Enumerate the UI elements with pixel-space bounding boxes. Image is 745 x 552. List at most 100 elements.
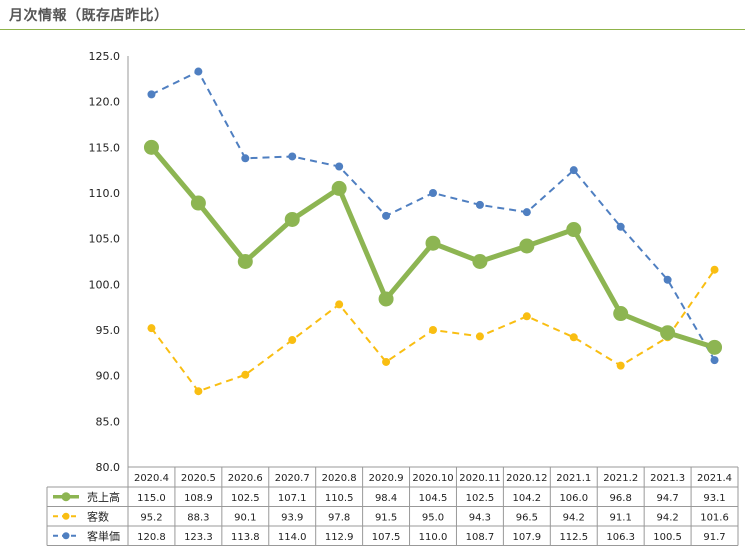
- data-point-unit_price: [288, 152, 297, 161]
- table-cell-unit_price: 113.8: [231, 532, 260, 543]
- table-cell-customers: 91.5: [375, 512, 397, 523]
- data-point-sales: [472, 254, 488, 269]
- data-point-unit_price: [616, 222, 625, 231]
- data-point-customers: [147, 324, 156, 333]
- data-point-customers: [382, 357, 391, 366]
- x-category-label: 2020.8: [322, 473, 357, 484]
- table-cell-customers: 101.6: [700, 512, 729, 523]
- table-cell-sales: 110.5: [325, 493, 354, 504]
- x-category-label: 2020.11: [459, 473, 500, 484]
- y-tick-label: 95.0: [96, 324, 121, 337]
- data-point-customers: [335, 300, 344, 309]
- table-cell-unit_price: 114.0: [278, 532, 307, 543]
- legend-label-sales: 売上高: [87, 490, 120, 504]
- table-cell-customers: 95.2: [140, 512, 162, 523]
- table-cell-unit_price: 112.5: [559, 532, 588, 543]
- x-category-label: 2021.1: [556, 473, 591, 484]
- table-cell-sales: 98.4: [375, 493, 397, 504]
- data-point-unit_price: [241, 154, 250, 163]
- data-point-unit_price: [475, 200, 484, 209]
- table-cell-unit_price: 100.5: [653, 532, 682, 543]
- table-cell-sales: 115.0: [137, 493, 166, 504]
- x-category-label: 2020.10: [412, 473, 453, 484]
- data-point-sales: [566, 222, 582, 238]
- table-cell-customers: 94.2: [563, 512, 585, 523]
- x-category-label: 2020.6: [228, 473, 263, 484]
- data-point-customers: [288, 336, 297, 345]
- x-category-label: 2020.12: [506, 473, 547, 484]
- page-title: 月次情報（既存店昨比）: [9, 8, 169, 24]
- x-category-label: 2021.4: [697, 473, 732, 484]
- table-cell-sales: 94.7: [656, 493, 678, 504]
- data-point-sales: [190, 195, 206, 211]
- table-cell-customers: 95.0: [422, 512, 444, 523]
- data-point-unit_price: [194, 67, 203, 76]
- y-tick-label: 115.0: [89, 141, 121, 154]
- data-point-customers: [194, 387, 203, 396]
- data-point-customers: [475, 332, 484, 341]
- table-cell-sales: 102.5: [466, 493, 495, 504]
- table-cell-customers: 97.8: [328, 512, 350, 523]
- table-cell-customers: 90.1: [234, 512, 256, 523]
- data-point-unit_price: [663, 275, 672, 284]
- data-point-unit_price: [147, 90, 156, 99]
- data-point-customers: [616, 361, 625, 370]
- x-category-label: 2021.3: [650, 473, 685, 484]
- x-category-label: 2020.5: [181, 473, 216, 484]
- data-point-sales: [613, 306, 629, 322]
- table-cell-unit_price: 112.9: [325, 532, 354, 543]
- table-cell-unit_price: 110.0: [419, 532, 448, 543]
- table-cell-customers: 94.3: [469, 512, 491, 523]
- data-point-unit_price: [569, 166, 578, 175]
- table-cell-sales: 96.8: [610, 493, 632, 504]
- data-point-sales: [237, 254, 253, 269]
- data-point-customers: [710, 265, 719, 274]
- legend-marker-unit_price: [62, 532, 70, 540]
- table-cell-sales: 104.2: [513, 493, 542, 504]
- data-point-customers: [522, 312, 531, 321]
- legend-label-unit_price: 客単価: [87, 529, 120, 543]
- table-cell-unit_price: 107.9: [513, 532, 542, 543]
- table-cell-customers: 94.2: [656, 512, 678, 523]
- data-point-sales: [331, 180, 347, 196]
- table-cell-sales: 106.0: [559, 493, 588, 504]
- data-point-customers: [569, 333, 578, 342]
- data-point-customers: [241, 370, 250, 379]
- table-cell-sales: 108.9: [184, 493, 213, 504]
- y-tick-label: 85.0: [96, 415, 121, 428]
- y-tick-label: 80.0: [96, 461, 121, 474]
- data-point-sales: [707, 339, 723, 355]
- y-tick-label: 105.0: [89, 233, 121, 246]
- x-category-label: 2020.4: [134, 473, 169, 484]
- table-cell-sales: 102.5: [231, 493, 260, 504]
- legend-label-customers: 客数: [87, 509, 109, 523]
- table-cell-unit_price: 108.7: [466, 532, 495, 543]
- data-point-unit_price: [522, 208, 531, 217]
- table-cell-sales: 104.5: [419, 493, 448, 504]
- table-cell-customers: 88.3: [187, 512, 209, 523]
- data-point-unit_price: [429, 189, 437, 197]
- y-tick-label: 100.0: [89, 278, 121, 291]
- data-point-unit_price: [335, 162, 344, 171]
- data-point-sales: [143, 139, 159, 155]
- table-cell-customers: 96.5: [516, 512, 538, 523]
- table-cell-unit_price: 107.5: [372, 532, 401, 543]
- table-cell-sales: 107.1: [278, 493, 307, 504]
- data-point-unit_price: [710, 356, 719, 365]
- table-cell-customers: 93.9: [281, 512, 303, 523]
- x-category-label: 2020.9: [369, 473, 404, 484]
- table-cell-unit_price: 123.3: [184, 532, 213, 543]
- page-header: 月次情報（既存店昨比）: [0, 0, 745, 30]
- legend-marker-customers: [62, 512, 70, 520]
- table-cell-unit_price: 91.7: [703, 532, 725, 543]
- y-tick-label: 110.0: [89, 187, 121, 200]
- y-tick-label: 125.0: [89, 50, 121, 63]
- data-point-sales: [425, 235, 441, 251]
- table-cell-unit_price: 120.8: [137, 532, 166, 543]
- y-tick-label: 90.0: [96, 370, 121, 383]
- data-point-customers: [429, 326, 437, 334]
- table-cell-sales: 93.1: [703, 493, 725, 504]
- data-point-sales: [660, 325, 676, 341]
- legend-marker-sales: [61, 492, 71, 502]
- data-point-sales: [519, 238, 535, 254]
